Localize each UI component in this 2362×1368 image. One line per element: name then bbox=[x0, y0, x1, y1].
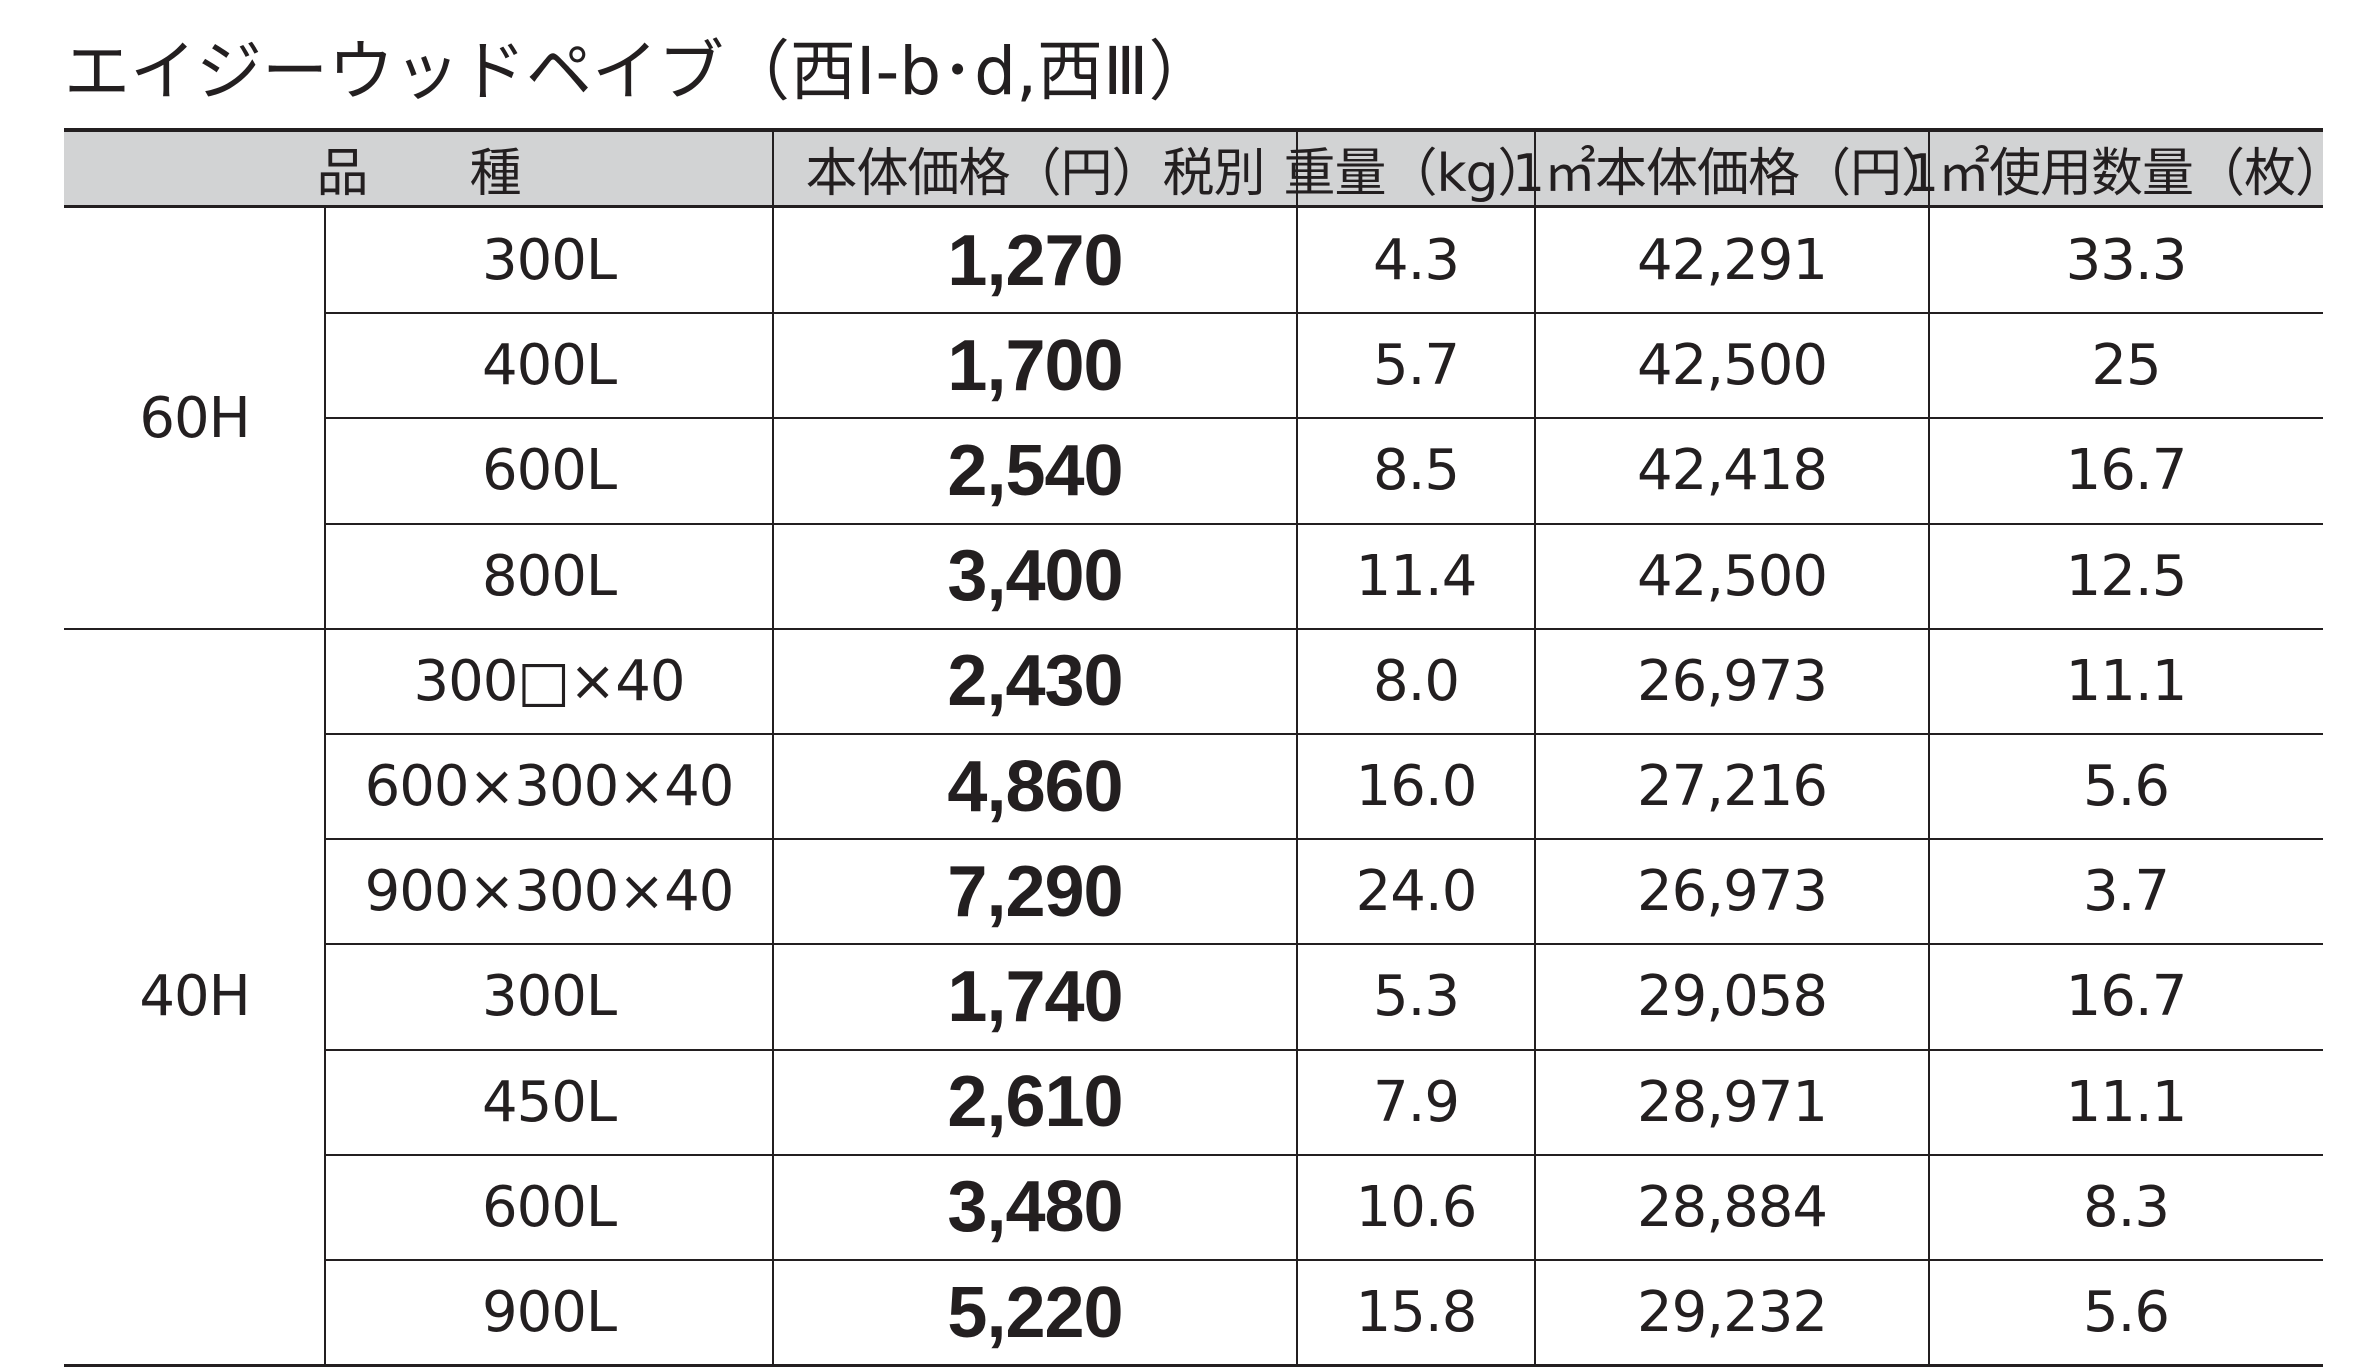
cell: 26,973 bbox=[1637, 859, 1828, 925]
cell: 8.5 bbox=[1372, 438, 1460, 504]
cell: 28,971 bbox=[1637, 1069, 1828, 1135]
cell: 15.8 bbox=[1355, 1280, 1478, 1346]
rule bbox=[64, 128, 2323, 132]
rule bbox=[325, 943, 2323, 946]
cell: 4.3 bbox=[1372, 228, 1460, 294]
cell: 5.6 bbox=[2082, 1280, 2170, 1346]
rule bbox=[772, 130, 774, 1366]
cell: 5,220 bbox=[947, 1272, 1123, 1353]
cell: 3,400 bbox=[947, 536, 1123, 617]
cell: 11.1 bbox=[2065, 648, 2188, 714]
cell: 8.0 bbox=[1372, 648, 1460, 714]
cell: 16.7 bbox=[2065, 964, 2188, 1030]
cell: 11.1 bbox=[2065, 1069, 2188, 1135]
cell: 600L bbox=[481, 438, 617, 504]
cell: 42,418 bbox=[1637, 438, 1828, 504]
cell: 900L bbox=[481, 1280, 617, 1346]
cell: 3.7 bbox=[2082, 859, 2170, 925]
rule bbox=[64, 627, 2323, 630]
cell: 300□×40 bbox=[413, 648, 686, 714]
cell: 1,700 bbox=[947, 325, 1123, 406]
rule bbox=[325, 312, 2323, 315]
rule bbox=[64, 1364, 2323, 1368]
cell: 5.3 bbox=[1372, 964, 1460, 1030]
title: エイジーウッドペイブ（西Ⅰ-b･d,西Ⅲ） bbox=[64, 33, 1215, 110]
rule bbox=[64, 205, 2323, 208]
cell: 2,610 bbox=[947, 1062, 1123, 1143]
cell: 800L bbox=[481, 543, 617, 609]
cell: 42,500 bbox=[1637, 543, 1828, 609]
cell: 600×300×40 bbox=[364, 754, 735, 820]
cell: 11.4 bbox=[1355, 543, 1478, 609]
column-header: 1㎡使用数量（枚） bbox=[1905, 143, 2347, 204]
cell: 300L bbox=[481, 228, 617, 294]
rule bbox=[325, 1259, 2323, 1261]
cell: 33.3 bbox=[2065, 228, 2188, 294]
cell: 8.3 bbox=[2082, 1174, 2170, 1240]
cell: 300L bbox=[481, 964, 617, 1030]
rule bbox=[324, 206, 326, 1366]
header-bg bbox=[64, 130, 2323, 206]
cell: 4,860 bbox=[947, 746, 1123, 827]
rule bbox=[325, 733, 2323, 735]
cell: 28,884 bbox=[1637, 1174, 1828, 1240]
cell: 600L bbox=[481, 1174, 617, 1240]
cell: 7,290 bbox=[947, 851, 1123, 932]
rule bbox=[325, 522, 2323, 525]
cell: 25 bbox=[2091, 333, 2161, 399]
column-header: 本体価格（円）税別 bbox=[805, 143, 1265, 204]
cell: 16.7 bbox=[2065, 438, 2188, 504]
cell: 12.5 bbox=[2065, 543, 2188, 609]
cell: 24.0 bbox=[1355, 859, 1478, 925]
column-header: 1㎡本体価格（円） bbox=[1511, 143, 1953, 204]
cell: 900×300×40 bbox=[364, 859, 735, 925]
cell: 42,500 bbox=[1637, 333, 1828, 399]
cell: 29,232 bbox=[1637, 1280, 1828, 1346]
rule bbox=[1296, 130, 1298, 1366]
cell: 3,480 bbox=[947, 1167, 1123, 1248]
cell: 10.6 bbox=[1355, 1174, 1478, 1240]
rule bbox=[325, 1048, 2323, 1051]
group-label: 60H bbox=[139, 385, 250, 451]
cell: 26,973 bbox=[1637, 648, 1828, 714]
rule bbox=[325, 1153, 2323, 1156]
cell: 42,291 bbox=[1637, 228, 1828, 294]
rule bbox=[1928, 130, 1930, 1366]
cell: 1,740 bbox=[947, 956, 1123, 1037]
column-header: 重量（kg） bbox=[1283, 143, 1549, 204]
cell: 5.7 bbox=[1372, 333, 1460, 399]
cell: 16.0 bbox=[1355, 754, 1478, 820]
cell: 7.9 bbox=[1372, 1069, 1460, 1135]
rule bbox=[325, 417, 2323, 420]
cell: 2,430 bbox=[947, 641, 1123, 722]
rule bbox=[325, 838, 2323, 841]
cell: 27,216 bbox=[1637, 754, 1828, 820]
cell: 2,540 bbox=[947, 430, 1123, 511]
column-header: 品 種 bbox=[316, 143, 521, 204]
rule bbox=[1534, 130, 1536, 1366]
cell: 29,058 bbox=[1637, 964, 1828, 1030]
cell: 1,270 bbox=[947, 220, 1123, 301]
cell: 400L bbox=[481, 333, 617, 399]
cell: 450L bbox=[481, 1069, 617, 1135]
cell: 5.6 bbox=[2082, 754, 2170, 820]
group-label: 40H bbox=[139, 964, 250, 1030]
